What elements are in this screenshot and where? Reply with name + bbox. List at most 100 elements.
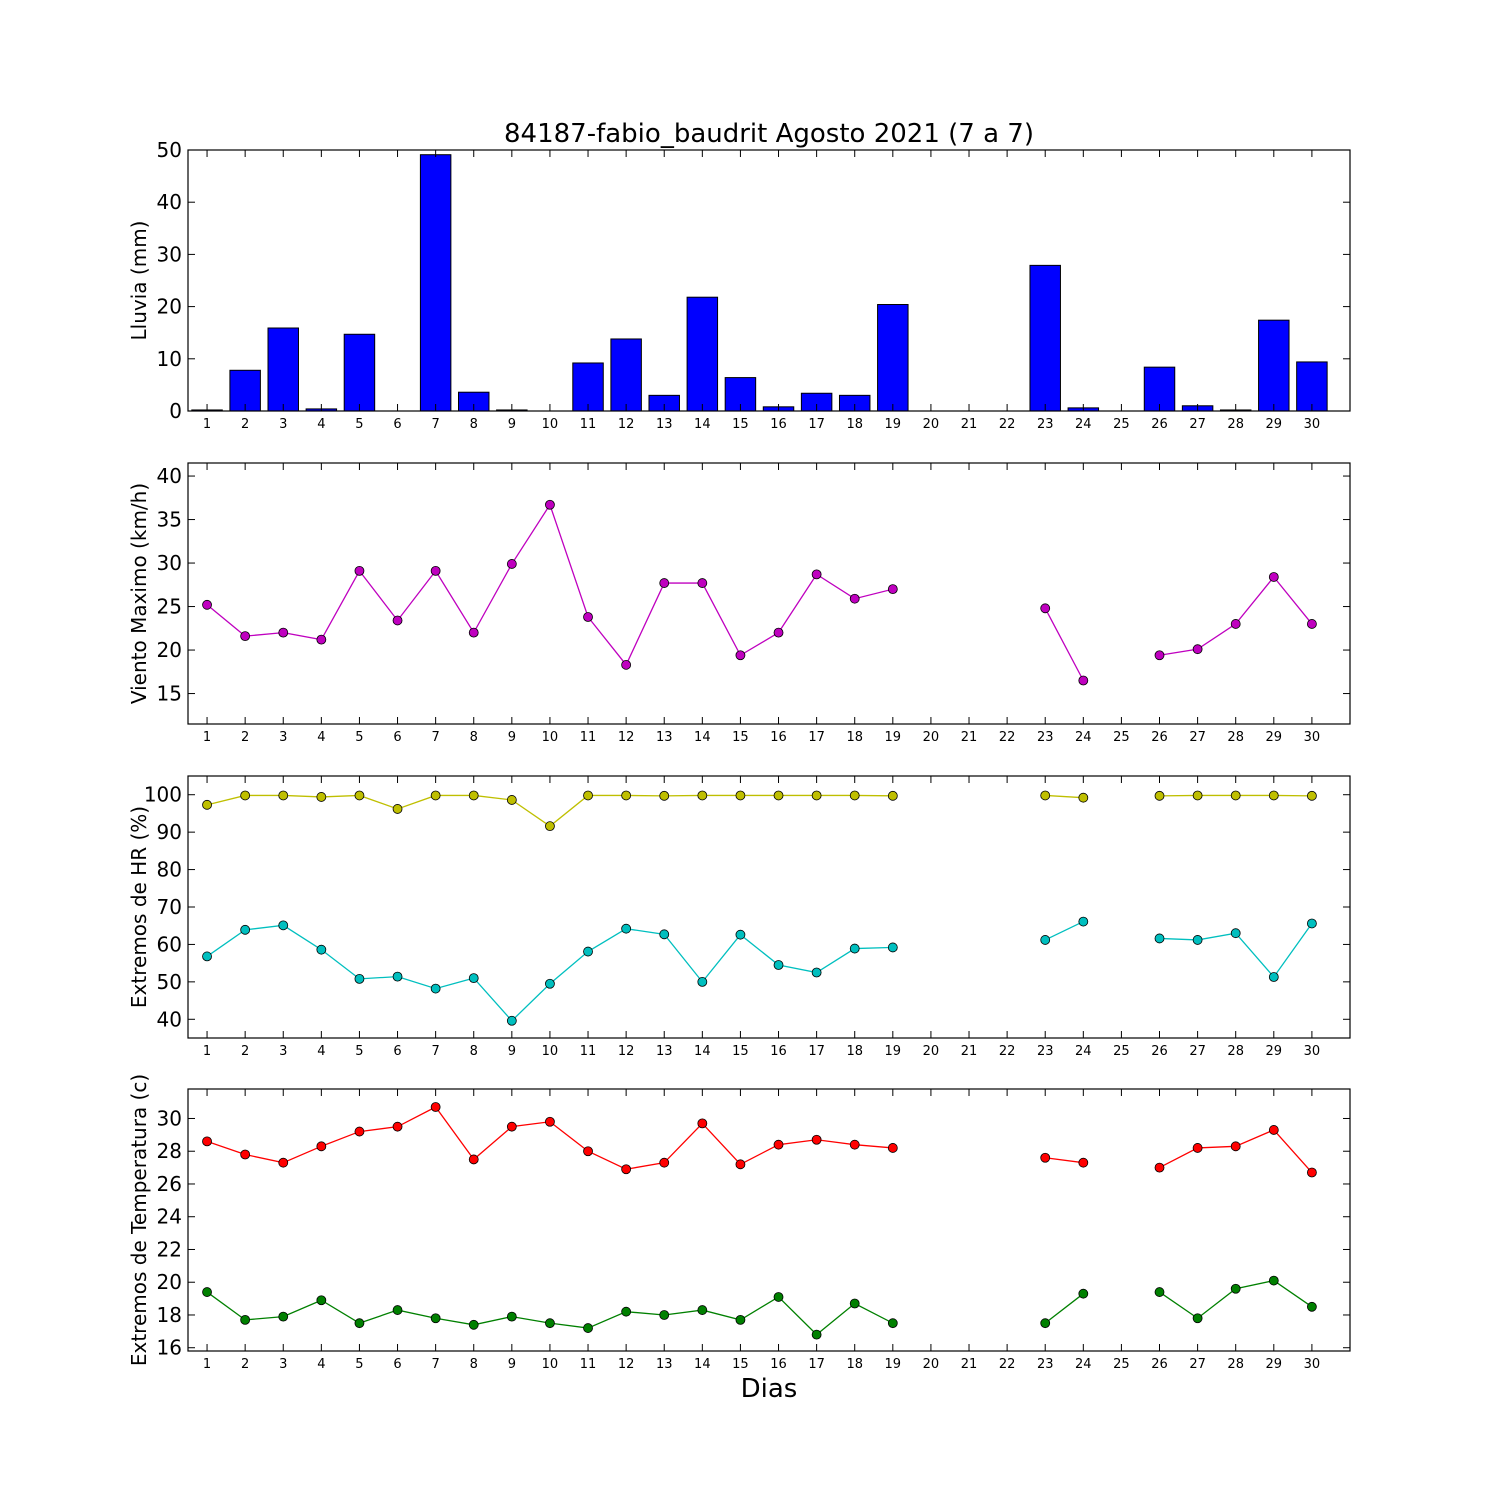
x-tick-label: 19 — [885, 417, 902, 432]
x-tick-label: 15 — [732, 1044, 749, 1059]
y-tick-label: 18 — [157, 1303, 182, 1327]
y-tick-label: 26 — [157, 1172, 182, 1196]
series-1-point-day-2 — [240, 631, 251, 642]
series-2-point-day-11 — [583, 946, 593, 957]
series-1-point-day-4 — [316, 634, 327, 645]
x-tick-label: 2 — [241, 730, 249, 745]
series-2-point-day-6 — [392, 971, 403, 982]
x-tick-label: 2 — [241, 417, 249, 432]
series-1-point-day-10 — [545, 821, 555, 832]
x-tick-label: 18 — [846, 1357, 863, 1372]
y-tick-label: 80 — [157, 858, 182, 882]
series-2-point-day-10 — [545, 1318, 555, 1329]
x-tick-label: 15 — [732, 1357, 749, 1372]
x-tick-label: 9 — [508, 730, 516, 745]
x-tick-label: 25 — [1113, 730, 1130, 745]
y-tick-label: 40 — [157, 1007, 182, 1031]
x-tick-label: 27 — [1189, 1357, 1206, 1372]
panel-4: Extremos de Temperatura (c) 1618202224262… — [127, 1074, 1351, 1372]
series-1-point-day-28 — [1230, 1141, 1241, 1152]
series-2-point-day-9 — [506, 1311, 517, 1322]
series-1-point-day-17 — [811, 569, 822, 580]
x-tick-label: 13 — [656, 730, 673, 745]
series-1-point-day-8 — [468, 790, 479, 801]
plot-frame — [187, 1088, 1351, 1352]
bar-day-7 — [419, 154, 452, 412]
x-tick-label: 10 — [542, 1044, 559, 1059]
series-1-point-day-1 — [202, 799, 212, 810]
x-tick-label: 24 — [1075, 417, 1092, 432]
series-1-point-day-18 — [849, 790, 860, 801]
series-2-point-day-24 — [1078, 1288, 1089, 1299]
series-1-point-day-1 — [202, 1136, 212, 1147]
x-tick-label: 13 — [656, 1044, 673, 1059]
x-tick-label: 10 — [542, 417, 559, 432]
x-tick-label: 19 — [885, 1044, 902, 1059]
series-1-point-day-4 — [316, 1141, 327, 1152]
bar-day-2 — [229, 369, 261, 412]
y-axis-label: Extremos de HR (%) — [127, 806, 151, 1008]
x-tick-label: 11 — [580, 417, 597, 432]
x-tick-label: 23 — [1037, 730, 1054, 745]
x-tick-label: 27 — [1189, 417, 1206, 432]
y-tick-label: 100 — [144, 783, 182, 807]
x-tick-label: 21 — [961, 730, 978, 745]
x-tick-label: 26 — [1151, 417, 1168, 432]
y-axis-label: Lluvia (mm) — [127, 221, 151, 341]
series-2-point-day-3 — [278, 1311, 289, 1322]
series-2-point-day-1 — [202, 951, 212, 962]
x-tick-label: 18 — [846, 417, 863, 432]
series-2-line — [206, 1291, 894, 1336]
series-2-point-day-30 — [1307, 918, 1317, 929]
series-2-point-day-28 — [1230, 928, 1241, 939]
x-tick-label: 12 — [618, 730, 635, 745]
x-tick-label: 21 — [961, 417, 978, 432]
x-tick-label: 20 — [923, 1044, 940, 1059]
x-tick-label: 20 — [923, 730, 940, 745]
series-1-point-day-26 — [1154, 790, 1165, 801]
series-2-point-day-15 — [735, 929, 746, 940]
series-1-point-day-13 — [659, 578, 670, 588]
x-tick-label: 3 — [279, 417, 287, 432]
series-2-point-day-17 — [811, 967, 822, 978]
x-tick-label: 10 — [542, 730, 559, 745]
x-tick-label: 22 — [999, 730, 1016, 745]
x-tick-label: 29 — [1266, 730, 1283, 745]
x-tick-label: 12 — [618, 417, 635, 432]
y-tick-label: 24 — [157, 1205, 182, 1229]
series-1-point-day-8 — [468, 627, 479, 638]
series-2-point-day-14 — [697, 1305, 708, 1315]
y-tick-label: 20 — [157, 1270, 182, 1294]
x-tick-label: 11 — [580, 1357, 597, 1372]
x-tick-label: 24 — [1075, 1044, 1092, 1059]
x-tick-label: 6 — [393, 417, 401, 432]
x-tick-label: 18 — [846, 730, 863, 745]
y-tick-label: 15 — [157, 682, 182, 706]
series-1-point-day-14 — [697, 1118, 708, 1129]
series-1-line — [1159, 1129, 1313, 1173]
y-tick-label: 30 — [157, 1106, 182, 1130]
series-1-point-day-7 — [430, 565, 441, 576]
series-1-point-day-16 — [773, 1139, 784, 1150]
x-axis-label: Dias — [741, 1374, 798, 1404]
series-1-point-day-27 — [1192, 790, 1203, 801]
bar-day-23 — [1029, 264, 1061, 412]
series-1-point-day-3 — [278, 627, 289, 638]
series-1-point-day-16 — [773, 790, 784, 801]
x-tick-label: 30 — [1304, 1357, 1321, 1372]
x-tick-label: 23 — [1037, 1357, 1054, 1372]
x-tick-label: 17 — [808, 1044, 825, 1059]
x-tick-label: 1 — [203, 1044, 211, 1059]
series-1-point-day-23 — [1040, 603, 1051, 614]
x-tick-label: 30 — [1304, 730, 1321, 745]
series-2-point-day-5 — [354, 973, 365, 984]
x-tick-label: 16 — [770, 730, 787, 745]
bar-day-14 — [686, 296, 719, 412]
plot-frame — [187, 149, 1351, 412]
x-tick-label: 16 — [770, 417, 787, 432]
x-tick-label: 29 — [1266, 417, 1283, 432]
